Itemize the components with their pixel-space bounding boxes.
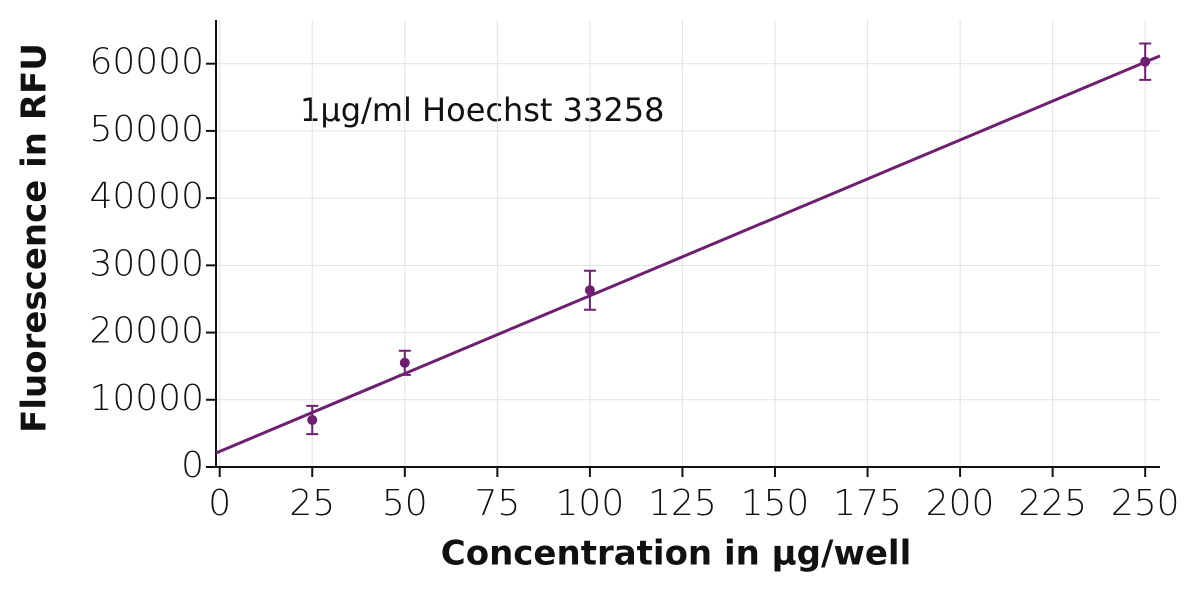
data-point xyxy=(584,285,595,296)
data-point xyxy=(307,414,318,425)
x-tick-label: 250 xyxy=(1111,483,1180,524)
y-tick-label: 30000 xyxy=(89,243,204,284)
annotation: 1µg/ml Hoechst 33258 xyxy=(300,91,664,129)
x-tick-label: 125 xyxy=(648,483,717,524)
x-tick-label: 25 xyxy=(289,483,335,524)
x-tick-label: 175 xyxy=(833,483,902,524)
x-tick-label: 150 xyxy=(741,483,810,524)
x-tick-label: 200 xyxy=(926,483,995,524)
x-axis-label: Concentration in µg/well xyxy=(441,534,911,574)
y-tick-label: 50000 xyxy=(89,109,204,150)
x-tick-label: 50 xyxy=(382,483,428,524)
y-tick-label: 60000 xyxy=(89,42,204,83)
x-tick-label: 100 xyxy=(556,483,625,524)
y-tick-label: 40000 xyxy=(89,176,204,217)
fit-line xyxy=(215,54,1161,455)
y-tick-label: 10000 xyxy=(89,378,204,419)
x-tick-label: 75 xyxy=(474,483,520,524)
data-point xyxy=(399,357,410,368)
y-tick-label: 20000 xyxy=(89,311,204,352)
y-tick-label: 0 xyxy=(181,445,204,486)
data-point xyxy=(1140,56,1151,67)
x-tick-label: 0 xyxy=(208,483,231,524)
x-tick-label: 225 xyxy=(1018,483,1087,524)
y-axis-label: Fluorescence in RFU xyxy=(15,43,55,433)
